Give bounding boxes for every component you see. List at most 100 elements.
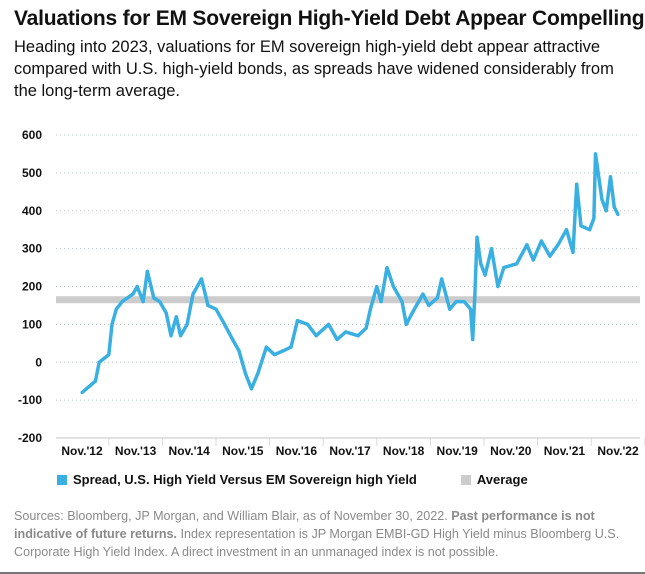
spread-data-point <box>575 182 579 186</box>
legend-label-average: Average <box>476 472 528 487</box>
spread-data-point <box>375 284 379 289</box>
spread-data-point <box>135 284 139 289</box>
spread-data-point <box>564 228 569 232</box>
spread-data-point <box>214 307 218 311</box>
y-tick-label: 600 <box>22 128 42 142</box>
spread-data-point <box>473 292 477 296</box>
spread-data-point <box>368 307 372 311</box>
spread-data-point <box>489 247 494 251</box>
spread-data-point <box>222 322 227 326</box>
spread-data-point <box>600 197 604 201</box>
spread-data-point <box>364 326 368 330</box>
spread-data-point <box>107 353 111 357</box>
spread-data-point <box>179 334 183 338</box>
spread-data-point <box>548 254 552 258</box>
spread-data-point <box>306 322 310 326</box>
legend-label-spread: Spread, U.S. High Yield Versus EM Sovere… <box>73 472 417 487</box>
y-tick-label: 500 <box>22 166 42 180</box>
spread-data-point <box>404 322 408 326</box>
spread-data-point <box>427 303 431 308</box>
chart-subtitle: Heading into 2023, valuations for EM sov… <box>14 38 614 100</box>
spread-data-point <box>231 337 235 342</box>
spread-data-point <box>608 175 613 179</box>
spread-data-point <box>448 307 452 311</box>
x-tick-label: Nov.'13 <box>115 444 157 458</box>
spread-data-point <box>539 239 543 243</box>
x-tick-label: Nov.'19 <box>437 444 479 458</box>
x-tick-label: Nov.'15 <box>222 444 264 458</box>
x-tick-label: Nov.'14 <box>169 444 211 458</box>
spread-data-point <box>612 205 616 209</box>
spread-data-point <box>120 300 124 304</box>
spread-data-point <box>243 372 248 376</box>
spread-data-point <box>531 258 535 262</box>
spread-data-point <box>471 337 475 342</box>
spread-data-point <box>97 360 101 364</box>
spread-data-point <box>515 262 519 266</box>
spread-data-point <box>326 322 331 326</box>
footnote-disclaimer: Past performance is not indicative of fu… <box>14 509 595 541</box>
spread-data-point <box>256 372 260 376</box>
y-tick-label: 100 <box>22 317 42 331</box>
spread-data-point <box>616 212 620 217</box>
spread-data-point <box>164 311 168 315</box>
spread-data-point <box>158 300 162 304</box>
spread-data-point <box>421 292 425 296</box>
x-tick-label: Nov.'18 <box>383 444 425 458</box>
spread-data-point <box>400 300 404 304</box>
x-tick-label: Nov.'21 <box>544 444 586 458</box>
spread-data-point <box>344 330 348 334</box>
y-tick-label: 300 <box>22 242 42 256</box>
spread-data-point <box>587 228 592 232</box>
spread-data-point <box>169 334 173 338</box>
spread-data-point <box>593 152 598 156</box>
footnote: Sources: Bloomberg, JP Morgan, and Willi… <box>14 507 634 561</box>
spread-data-point <box>295 318 300 323</box>
spread-data-point <box>141 300 145 304</box>
x-tick-label: Nov.'20 <box>490 444 532 458</box>
spread-data-point <box>145 269 149 273</box>
x-tick-label: Nov.'16 <box>276 444 318 458</box>
spread-data-point <box>206 303 210 308</box>
spread-data-point <box>272 353 277 357</box>
spread-data-point <box>335 337 339 342</box>
y-tick-label: -100 <box>18 393 42 407</box>
spread-data-point <box>356 334 360 338</box>
spread-data-point <box>556 243 560 247</box>
spread-data-point <box>237 349 241 353</box>
spread-data-point <box>185 322 189 326</box>
spread-series-line <box>80 152 620 394</box>
spread-data-point <box>281 349 285 353</box>
chart-title: Valuations for EM Sovereign High-Yield D… <box>14 7 645 30</box>
x-tick-label: Nov.'17 <box>329 444 371 458</box>
y-tick-label: 200 <box>22 280 42 294</box>
spread-data-point <box>440 277 444 281</box>
spread-data-point <box>479 262 483 266</box>
y-tick-label: 400 <box>22 204 42 218</box>
spread-data-point <box>80 390 84 395</box>
footnote-index: Index representation is JP Morgan EMBI-G… <box>14 527 620 559</box>
spread-data-point <box>410 311 414 315</box>
spread-data-point <box>502 265 506 270</box>
spread-data-point <box>110 322 114 326</box>
spread-data-point <box>475 235 479 239</box>
spread-data-point <box>469 307 473 311</box>
spread-data-point <box>604 209 608 213</box>
spread-data-point <box>391 284 396 289</box>
spread-data-point <box>314 334 318 338</box>
footnote-sources: Sources: Bloomberg, JP Morgan, and Willi… <box>14 509 452 523</box>
y-tick-label: -200 <box>18 431 42 445</box>
legend-swatch-spread <box>57 474 67 485</box>
spread-data-point <box>174 315 178 319</box>
spread-data-point <box>525 243 529 247</box>
legend: Spread, U.S. High Yield Versus EM Sovere… <box>57 472 528 487</box>
spread-data-point <box>483 273 487 277</box>
spread-data-point <box>289 345 293 349</box>
legend-swatch-average <box>460 474 471 485</box>
spread-data-point <box>454 300 458 304</box>
line-chart: 600 500 400 300 200 100 0 -100 -200 Nov.'12 Nov.'1… <box>18 128 645 458</box>
spread-data-point <box>385 265 389 270</box>
spread-data-point <box>114 307 118 311</box>
spread-data-point <box>462 300 466 304</box>
